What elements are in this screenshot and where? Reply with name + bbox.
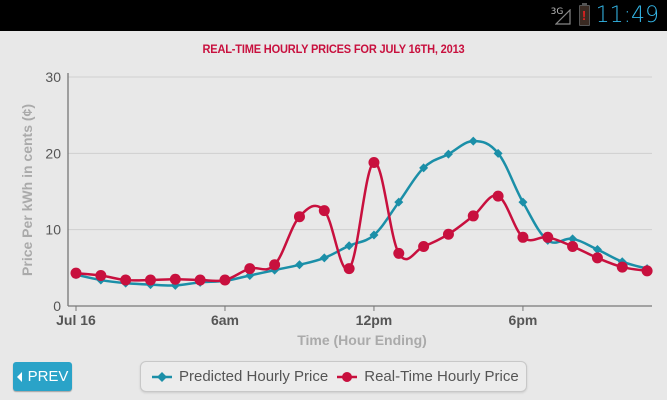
legend-item-realtime[interactable]: Real-Time Hourly Price [336, 368, 519, 385]
data-point[interactable] [518, 197, 528, 207]
data-point[interactable] [616, 261, 628, 273]
data-point[interactable] [194, 274, 206, 286]
network-type-label: 3G [550, 6, 564, 17]
series-realtime [70, 156, 653, 286]
data-point[interactable] [394, 197, 404, 207]
data-point[interactable] [418, 240, 430, 252]
data-point[interactable] [493, 148, 503, 158]
data-point[interactable] [244, 263, 256, 275]
x-axis-title: Time (Hour Ending) [297, 332, 427, 348]
y-tick-label: 0 [53, 298, 61, 314]
data-point[interactable] [344, 241, 354, 251]
y-tick-label: 10 [45, 222, 61, 238]
status-bar: 3G ! 11:49 [0, 0, 667, 31]
x-tick-label: 6pm [509, 312, 538, 328]
data-point[interactable] [591, 252, 603, 264]
data-point[interactable] [368, 156, 380, 168]
data-point[interactable] [294, 260, 304, 270]
caret-left-icon [16, 371, 22, 382]
data-point[interactable] [369, 230, 379, 240]
data-point[interactable] [542, 231, 554, 243]
data-point[interactable] [641, 265, 653, 277]
chart-legend: Predicted Hourly Price Real-Time Hourly … [140, 361, 527, 392]
x-tick-label: 6am [211, 312, 239, 328]
data-point[interactable] [567, 240, 579, 252]
data-point[interactable] [343, 263, 355, 275]
y-tick-label: 30 [45, 69, 61, 85]
data-point[interactable] [95, 269, 107, 281]
status-icons: 3G ! 11:49 [551, 0, 659, 31]
data-point[interactable] [219, 274, 231, 286]
data-point[interactable] [293, 211, 305, 223]
data-point[interactable] [269, 259, 281, 271]
data-point[interactable] [517, 231, 529, 243]
legend-label-predicted: Predicted Hourly Price [179, 368, 329, 385]
network-signal-icon: 3G [551, 5, 573, 27]
data-point[interactable] [393, 247, 405, 259]
data-point[interactable] [592, 245, 602, 255]
y-axis-title: Price Per kWh in cents (¢) [19, 104, 35, 276]
y-tick-label: 20 [45, 145, 61, 161]
diamond-line-marker-icon [152, 371, 172, 382]
prev-button-label: PREV [27, 368, 69, 385]
data-point[interactable] [442, 228, 454, 240]
x-tick-label: Jul 16 [56, 312, 96, 328]
data-point[interactable] [319, 253, 329, 263]
data-point[interactable] [419, 163, 429, 173]
data-point[interactable] [169, 273, 181, 285]
data-point[interactable] [468, 136, 478, 146]
circle-line-marker-icon [337, 371, 358, 382]
data-point[interactable] [318, 205, 330, 217]
data-point[interactable] [120, 274, 132, 286]
legend-item-predicted[interactable]: Predicted Hourly Price [151, 368, 328, 385]
data-point[interactable] [70, 267, 82, 279]
data-point[interactable] [568, 234, 578, 244]
prev-button[interactable]: PREV [13, 362, 72, 391]
chart-title: REAL-TIME HOURLY PRICES FOR JULY 16TH, 2… [202, 42, 465, 56]
status-clock: 11:49 [595, 3, 659, 28]
data-point[interactable] [443, 149, 453, 159]
data-point[interactable] [467, 210, 479, 222]
data-point[interactable] [144, 274, 156, 286]
x-tick-label: 12pm [356, 312, 393, 328]
battery-low-alert-icon: ! [578, 3, 590, 26]
data-point[interactable] [492, 190, 504, 202]
legend-label-realtime: Real-Time Hourly Price [364, 368, 519, 385]
